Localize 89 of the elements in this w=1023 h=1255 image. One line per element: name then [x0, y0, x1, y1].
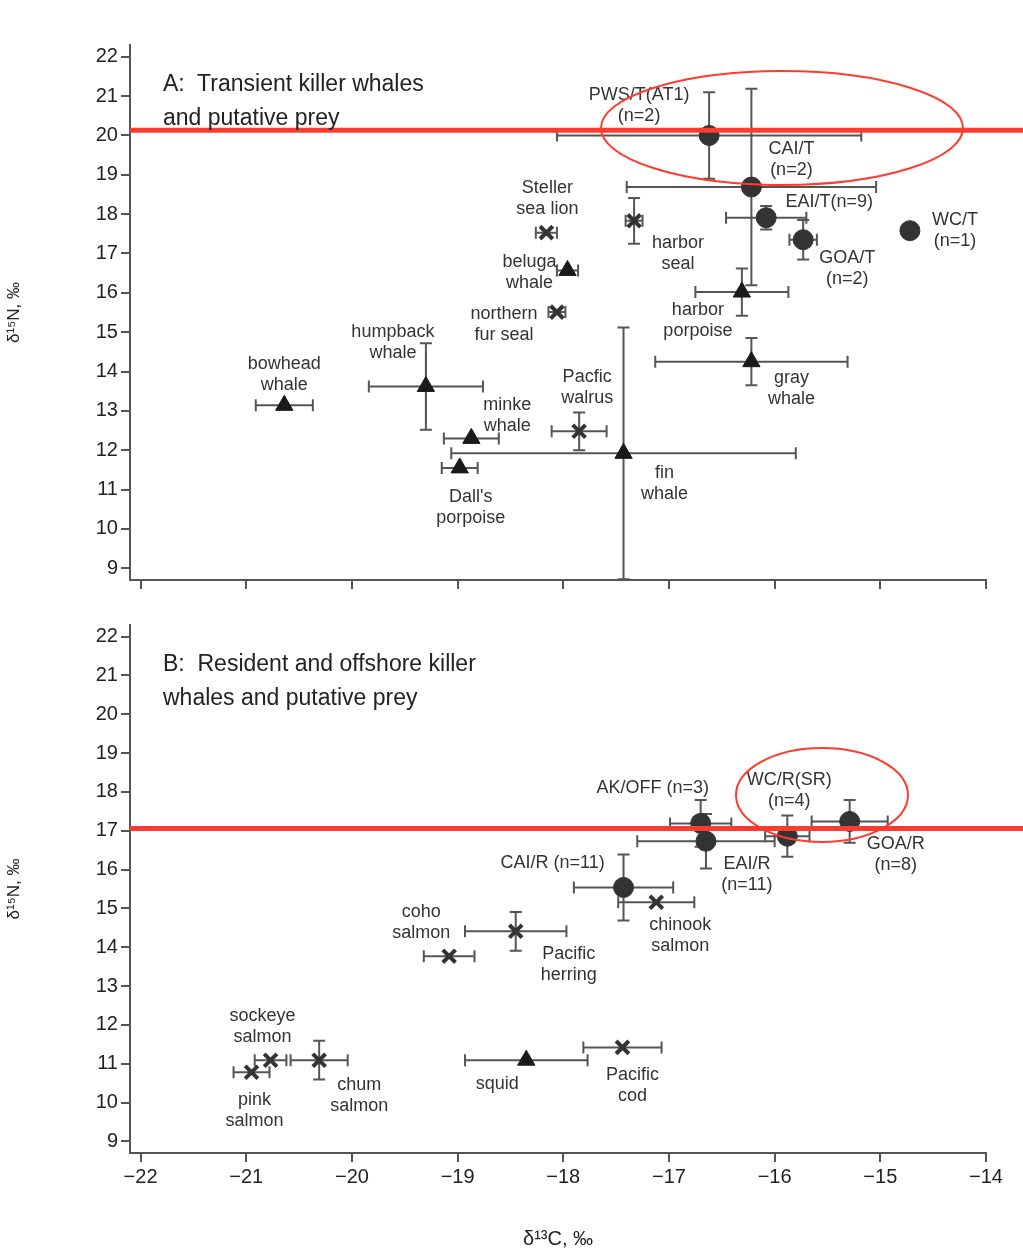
- point: [462, 427, 481, 444]
- point: [614, 442, 633, 459]
- y-axis-title: δ¹⁵N, ‰: [3, 282, 23, 343]
- point: [695, 830, 717, 852]
- x-tick-label: −22: [123, 1164, 158, 1187]
- y-tick-label: 10: [95, 1090, 118, 1113]
- x-tick-label: −20: [334, 1164, 369, 1187]
- annotation: WC/R(SR) (n=4): [746, 768, 832, 810]
- y-tick-label: 13: [95, 398, 118, 421]
- y-axis-title: δ¹⁵N, ‰: [3, 858, 23, 920]
- y-tick-label: 12: [95, 1012, 118, 1035]
- annotation: GOA/T (n=2): [819, 247, 876, 289]
- point: [450, 457, 469, 474]
- x-tick-label: −15: [863, 1164, 898, 1187]
- annotation: CAI/R (n=11): [500, 852, 605, 873]
- y-tick-label: 20: [95, 701, 118, 724]
- y-tick-label: 17: [95, 241, 118, 264]
- annotation: humpback whale: [351, 320, 436, 362]
- point: [742, 351, 761, 368]
- y-tick-label: 17: [95, 818, 118, 841]
- y-tick-label: 21: [95, 83, 118, 106]
- annotation: gray whale: [766, 367, 815, 409]
- annotation: GOA/R (n=8): [866, 832, 925, 874]
- annotation: coho salmon: [392, 900, 451, 942]
- annotation: AK/OFF (n=3): [596, 777, 709, 798]
- y-tick-label: 22: [95, 44, 118, 67]
- annotation: Dall's porpoise: [436, 486, 506, 528]
- point: [243, 1063, 260, 1081]
- y-tick-label: 20: [95, 122, 118, 145]
- point: [792, 229, 814, 251]
- y-tick-label: 10: [95, 516, 118, 539]
- y-tick-label: 14: [95, 359, 118, 382]
- annotation: beluga whale: [502, 250, 558, 292]
- point: [507, 922, 525, 940]
- annotation: WC/T (n=1): [931, 209, 978, 251]
- point: [310, 1051, 328, 1069]
- point: [275, 394, 294, 411]
- x-tick-label: −17: [651, 1164, 686, 1187]
- y-tick-label: 13: [95, 973, 118, 996]
- point: [262, 1051, 279, 1069]
- x-tick-label: −19: [440, 1164, 475, 1187]
- annotation: minke whale: [482, 393, 532, 435]
- y-tick-label: 18: [95, 201, 118, 224]
- x-tick-label: −14: [969, 1164, 1003, 1187]
- annotation: fin whale: [640, 461, 689, 503]
- annotation: Pacific cod: [605, 1063, 659, 1105]
- y-tick-label: 19: [95, 162, 118, 185]
- y-tick-label: 21: [95, 662, 118, 685]
- y-tick-label: 9: [106, 555, 118, 578]
- y-tick-label: 11: [97, 477, 118, 500]
- point: [614, 1039, 631, 1056]
- annotation: harbor seal: [652, 232, 705, 274]
- text: A: Transient killer whales and putative prey: [163, 70, 424, 131]
- annotation: sockeye salmon: [229, 1004, 296, 1046]
- annotation: Pacific herring: [540, 942, 597, 984]
- annotation: pink salmon: [225, 1088, 284, 1130]
- annotation: Steller sea lion: [516, 177, 579, 219]
- x-tick-label: −21: [229, 1164, 264, 1187]
- x-tick-label: −16: [757, 1164, 792, 1187]
- point: [416, 375, 436, 392]
- annotation: bowhead whale: [247, 352, 321, 394]
- y-tick-label: 16: [95, 280, 118, 303]
- point: [613, 876, 635, 898]
- y-tick-label: 11: [97, 1051, 118, 1074]
- annotation: CAI/T (n=2): [768, 138, 815, 180]
- y-tick-label: 18: [95, 779, 118, 802]
- x-tick-label: −18: [546, 1164, 581, 1187]
- y-tick-label: 14: [95, 934, 118, 957]
- y-tick-label: 16: [95, 857, 118, 880]
- y-tick-label: 9: [106, 1128, 118, 1151]
- point: [440, 947, 458, 965]
- annotation: chinook salmon: [649, 913, 713, 955]
- text: B: Resident and offshore killer whales and putative prey: [162, 650, 477, 711]
- y-tick-label: 12: [95, 437, 118, 460]
- annotation: northern fur seal: [470, 302, 538, 344]
- point: [647, 893, 665, 911]
- y-tick-label: 15: [95, 895, 118, 918]
- annotation: EAI/R (n=11): [721, 852, 773, 894]
- annotation: chum salmon: [330, 1073, 389, 1115]
- annotation: harbor porpoise: [663, 298, 733, 340]
- y-tick-label: 22: [95, 624, 118, 647]
- annotation: EAI/T(n=9): [785, 190, 873, 211]
- point: [899, 220, 921, 242]
- point: [732, 281, 752, 298]
- annotation: Pacfic walrus: [560, 365, 614, 407]
- y-tick-label: 19: [95, 740, 118, 763]
- annotation: squid: [475, 1073, 519, 1094]
- y-tick-label: 15: [95, 319, 118, 342]
- x-axis-title: δ¹³C, ‰: [522, 1226, 594, 1249]
